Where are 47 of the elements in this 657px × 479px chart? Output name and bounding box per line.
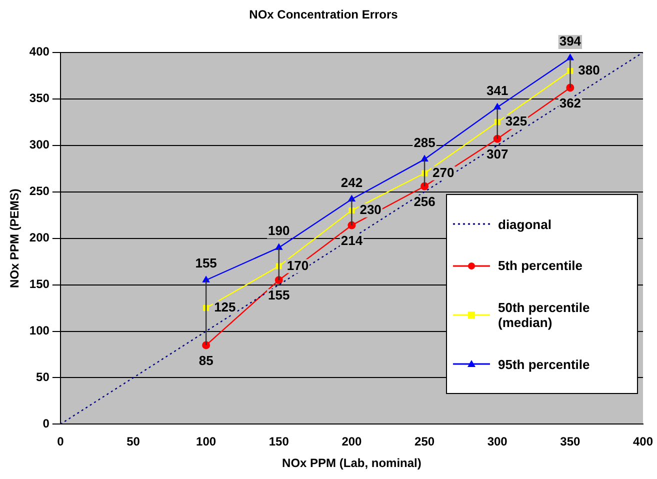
y-tick-label: 50 — [36, 370, 50, 384]
x-tick-label: 350 — [560, 434, 581, 449]
x-tick-label: 400 — [632, 434, 654, 449]
y-tick-label: 150 — [29, 277, 50, 292]
x-tick-label: 300 — [487, 434, 508, 449]
data-label: 341 — [486, 82, 508, 98]
x-tick-label: 50 — [126, 434, 140, 449]
data-label: 256 — [414, 194, 436, 209]
data-label: 394 — [559, 34, 582, 49]
y-tick-label: 250 — [29, 184, 50, 198]
legend-label: 5th percentile — [498, 258, 583, 274]
x-tick-label: 200 — [342, 434, 362, 449]
y-tick-label: 200 — [29, 230, 50, 245]
x-tick-label: 150 — [268, 434, 290, 449]
legend-label: 50th percentile (median) — [498, 300, 591, 330]
data-label: 155 — [268, 288, 290, 303]
x-axis-title: NOx PPM (Lab, nominal) — [282, 456, 422, 470]
data-label: 155 — [195, 256, 217, 271]
data-label: 242 — [340, 174, 363, 190]
y-tick-label: 100 — [29, 324, 50, 338]
data-label: 362 — [559, 95, 582, 110]
y-tick-label: 400 — [29, 44, 50, 59]
data-label: 85 — [198, 352, 214, 368]
point — [420, 182, 429, 190]
data-label: 325 — [505, 114, 528, 129]
y-tick-label: 300 — [29, 138, 50, 152]
data-label: 190 — [268, 223, 290, 238]
data-label: 125 — [214, 300, 236, 315]
point — [274, 276, 283, 284]
x-tick-label: 250 — [414, 434, 435, 449]
data-label: 380 — [578, 62, 600, 78]
x-tick-label: 100 — [196, 434, 216, 449]
legend-label: diagonal — [498, 216, 552, 232]
legend-label: 95th percentile — [498, 356, 590, 372]
data-label: 214 — [340, 232, 364, 248]
chart-title: NOx Concentration Errors — [249, 8, 398, 22]
point — [493, 134, 502, 143]
y-tick-label: 350 — [29, 91, 50, 106]
point — [202, 341, 210, 350]
data-label: 307 — [486, 146, 508, 162]
y-tick-label: 0 — [42, 416, 50, 431]
data-label: 170 — [286, 258, 309, 273]
x-tick-label: 0 — [57, 434, 64, 449]
data-label: 230 — [360, 202, 382, 217]
data-label: 285 — [414, 134, 436, 150]
data-label: 270 — [432, 164, 454, 180]
y-axis-title: NOx PPM (PEMS) — [8, 188, 22, 288]
